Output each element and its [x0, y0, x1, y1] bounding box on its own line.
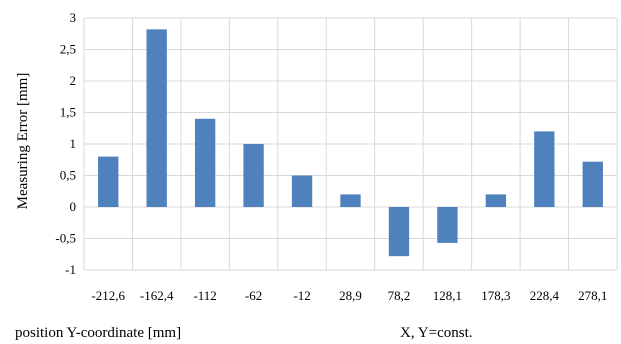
bar: [534, 131, 555, 207]
bar-series: [98, 29, 603, 257]
bar: [291, 175, 313, 207]
x-tick-label: -112: [193, 288, 216, 303]
bar: [437, 207, 458, 243]
bar: [146, 29, 167, 208]
x-tick-label: -12: [293, 288, 310, 303]
x-tick-label: 28,9: [339, 288, 362, 303]
bar: [485, 194, 507, 207]
y-tick-label: 1: [70, 136, 77, 151]
bar: [582, 161, 603, 207]
x-tick-label: -62: [245, 288, 262, 303]
bar: [194, 118, 216, 207]
bar: [388, 207, 410, 257]
y-axis-ticks: 3 2,5 2 1,5 1 0,5 0 -0,5 -1: [55, 10, 76, 277]
y-axis-label: Measuring Error [mm]: [15, 73, 31, 210]
chart-annotation: X, Y=const.: [400, 325, 472, 341]
x-axis-label: position Y-coordinate [mm]: [15, 325, 181, 341]
x-tick-label: 78,2: [388, 288, 411, 303]
y-tick-label: 0: [70, 199, 77, 214]
y-tick-label: 2,5: [60, 42, 76, 57]
y-tick-label: -1: [65, 262, 76, 277]
y-tick-label: 0,5: [60, 168, 76, 183]
x-tick-label: 128,1: [433, 288, 462, 303]
x-axis-ticks: -212,6 -162,4 -112 -62 -12 28,9 78,2 128,1 178,3…: [91, 288, 607, 303]
x-tick-label: -212,6: [91, 288, 125, 303]
bar: [340, 194, 361, 207]
bar: [243, 144, 264, 207]
x-tick-label: 278,1: [578, 288, 607, 303]
x-tick-label: 178,3: [481, 288, 510, 303]
y-tick-label: 1,5: [60, 105, 76, 120]
x-tick-label: 228,4: [530, 288, 560, 303]
y-tick-label: -0,5: [55, 231, 76, 246]
bar: [98, 156, 119, 207]
grid-lines: [83, 17, 618, 271]
x-tick-label: -162,4: [140, 288, 174, 303]
y-tick-label: 2: [70, 73, 77, 88]
y-tick-label: 3: [70, 10, 77, 25]
